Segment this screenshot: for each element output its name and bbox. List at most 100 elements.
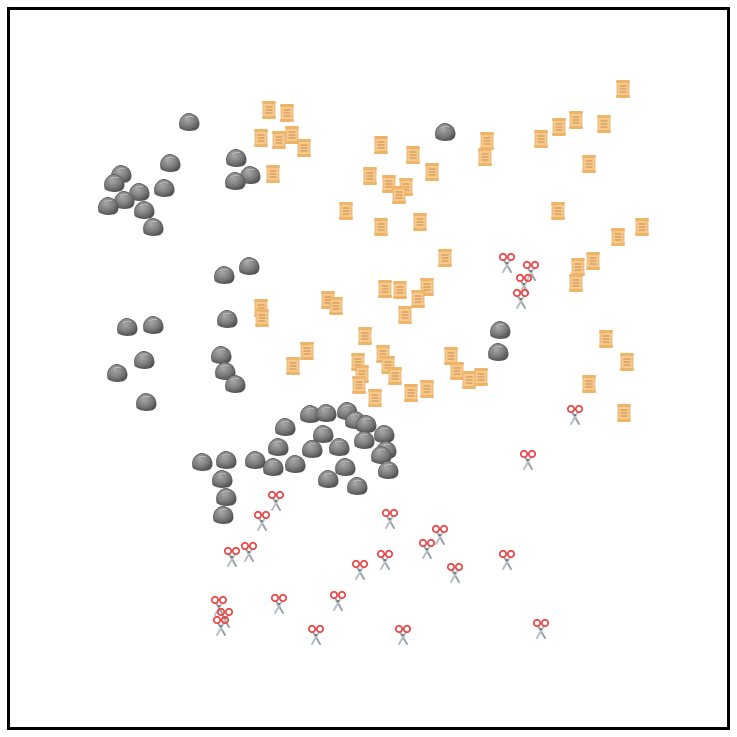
rock-icon xyxy=(354,431,375,449)
scissors-icon xyxy=(446,562,464,583)
scissors-icon xyxy=(519,449,537,470)
scissors-icon xyxy=(418,538,436,559)
scissors-icon xyxy=(498,549,516,570)
scissors-icon xyxy=(212,615,230,636)
rock-icon xyxy=(347,477,368,495)
rock-icon xyxy=(374,425,395,443)
scroll-icon xyxy=(358,327,372,345)
rock-icon xyxy=(134,201,155,219)
rock-icon xyxy=(216,488,237,506)
scissors-icon xyxy=(329,590,347,611)
rock-icon xyxy=(226,149,247,167)
scissors-icon xyxy=(431,524,449,545)
scroll-icon xyxy=(404,384,418,402)
scroll-icon xyxy=(388,367,402,385)
scissors-icon xyxy=(307,624,325,645)
scroll-icon xyxy=(425,163,439,181)
rock-icon xyxy=(329,438,350,456)
rock-icon xyxy=(211,346,232,364)
rock-icon xyxy=(268,438,289,456)
rock-icon xyxy=(214,266,235,284)
scroll-icon xyxy=(616,80,630,98)
rock-icon xyxy=(117,318,138,336)
scroll-icon xyxy=(552,118,566,136)
rock-icon xyxy=(435,123,456,141)
scissors-icon xyxy=(376,549,394,570)
rock-icon xyxy=(490,321,511,339)
scroll-icon xyxy=(352,376,366,394)
rock-icon xyxy=(143,218,164,236)
rock-icon xyxy=(212,470,233,488)
scroll-icon xyxy=(582,155,596,173)
rock-icon xyxy=(160,154,181,172)
rock-icon xyxy=(313,425,334,443)
scroll-icon xyxy=(599,330,613,348)
rock-icon xyxy=(192,453,213,471)
scroll-icon xyxy=(392,186,406,204)
scroll-icon xyxy=(569,274,583,292)
scissors-icon xyxy=(381,508,399,529)
scroll-icon xyxy=(413,213,427,231)
scroll-icon xyxy=(582,375,596,393)
rock-icon xyxy=(129,183,150,201)
scroll-icon xyxy=(411,290,425,308)
rock-icon xyxy=(216,451,237,469)
rock-icon xyxy=(225,375,246,393)
scissors-icon xyxy=(240,541,258,562)
scroll-icon xyxy=(478,148,492,166)
scroll-icon xyxy=(381,356,395,374)
rock-icon xyxy=(134,351,155,369)
scroll-icon xyxy=(382,175,396,193)
rock-icon xyxy=(275,418,296,436)
scroll-icon xyxy=(286,357,300,375)
scroll-icon xyxy=(474,368,488,386)
scroll-icon xyxy=(611,228,625,246)
scroll-icon xyxy=(620,353,634,371)
rock-icon xyxy=(154,179,175,197)
rock-icon xyxy=(302,440,323,458)
scissors-icon xyxy=(532,618,550,639)
scroll-icon xyxy=(393,281,407,299)
scissors-icon xyxy=(512,288,530,309)
scissors-icon xyxy=(522,260,540,281)
scissors-icon xyxy=(566,404,584,425)
scissors-icon xyxy=(270,593,288,614)
rock-icon xyxy=(213,506,234,524)
scroll-icon xyxy=(374,136,388,154)
rock-icon xyxy=(318,470,339,488)
rock-icon xyxy=(356,415,377,433)
scroll-icon xyxy=(597,115,611,133)
scroll-icon xyxy=(329,297,343,315)
rock-icon xyxy=(98,197,119,215)
scroll-icon xyxy=(398,306,412,324)
scroll-icon xyxy=(254,129,268,147)
rock-icon xyxy=(217,310,238,328)
scroll-icon xyxy=(617,404,631,422)
scroll-icon xyxy=(569,111,583,129)
scroll-icon xyxy=(368,389,382,407)
scroll-icon xyxy=(285,126,299,144)
scroll-icon xyxy=(374,218,388,236)
scissors-icon xyxy=(394,624,412,645)
rock-icon xyxy=(263,458,284,476)
scroll-icon xyxy=(551,202,565,220)
rock-icon xyxy=(114,191,135,209)
rock-icon xyxy=(104,174,125,192)
rock-icon xyxy=(136,393,157,411)
scroll-icon xyxy=(378,280,392,298)
scroll-icon xyxy=(262,101,276,119)
scroll-icon xyxy=(420,278,434,296)
rock-icon xyxy=(239,257,260,275)
scroll-icon xyxy=(297,139,311,157)
scroll-icon xyxy=(420,380,434,398)
scissors-icon xyxy=(498,252,516,273)
scroll-icon xyxy=(406,146,420,164)
scroll-icon xyxy=(300,342,314,360)
rock-icon xyxy=(179,113,200,131)
rock-icon xyxy=(245,451,266,469)
scroll-icon xyxy=(480,132,494,150)
scroll-icon xyxy=(635,218,649,236)
rock-icon xyxy=(378,461,399,479)
scroll-icon xyxy=(571,258,585,276)
